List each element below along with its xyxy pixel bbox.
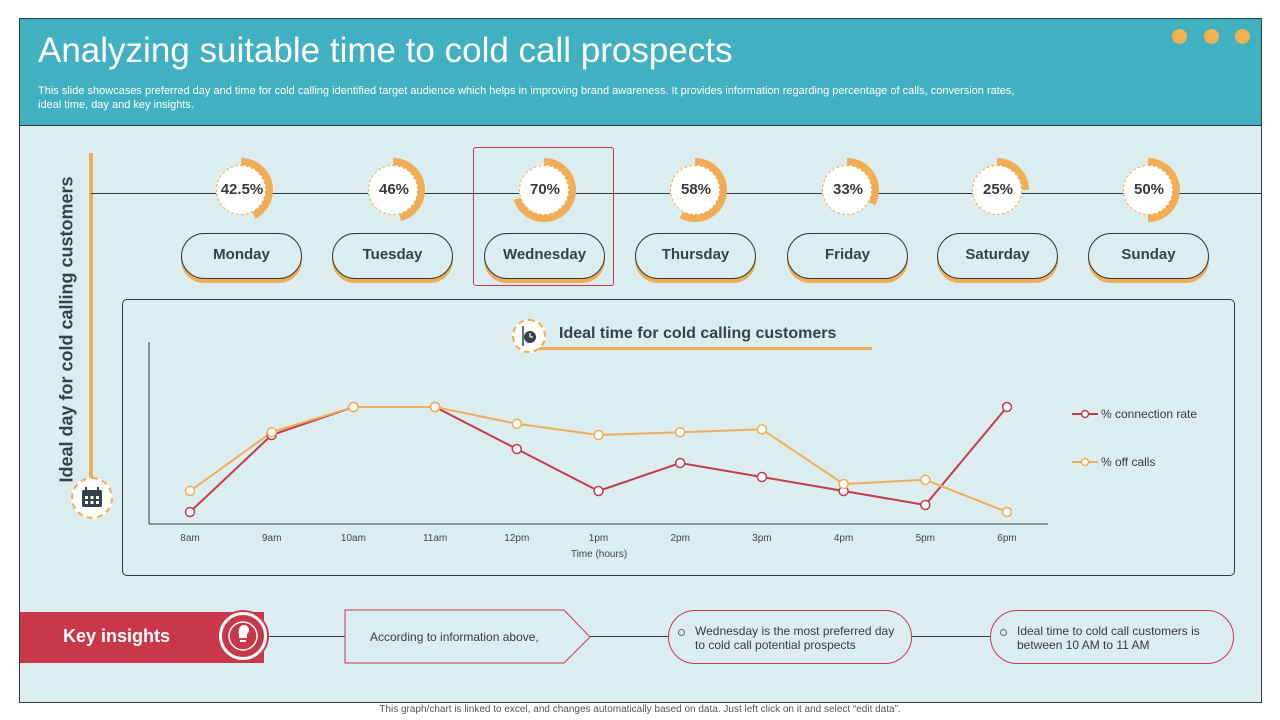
header: Analyzing suitable time to cold call pro…: [20, 19, 1261, 126]
x-axis-label: Time (hours): [571, 549, 627, 560]
insight-intro: According to information above,: [370, 630, 539, 644]
data-point: [674, 426, 686, 438]
day-percent: 58%: [680, 181, 712, 198]
day-percent: 25%: [982, 181, 1014, 198]
line-chart: 8am 9am 10am 11am 12pm 1pm 2pm 3pm 4pm 5pm 6pm % c…: [148, 342, 1197, 560]
chart-panel: [122, 299, 1235, 576]
data-point: [1001, 401, 1013, 413]
x-tick-label: 9am: [262, 533, 281, 544]
data-point: [920, 474, 931, 486]
day-percent: 42.5%: [220, 181, 264, 198]
day-pill-tuesday: Tuesday: [332, 233, 453, 279]
day-percent: 70%: [529, 181, 561, 198]
bullet-icon: [1000, 629, 1007, 636]
insight-arrow-box: [344, 609, 591, 664]
x-tick-label: 4pm: [834, 533, 853, 544]
header-dot: [1204, 29, 1219, 44]
day-pill-thursday: Thursday: [635, 233, 756, 279]
day-pill-monday: Monday: [181, 233, 302, 279]
chart-title-underline: [539, 347, 872, 350]
slide: Analyzing suitable time to cold call pro…: [19, 18, 1262, 703]
day-ring-tuesday: 46%: [361, 158, 425, 222]
data-point: [674, 457, 686, 469]
data-point: [593, 485, 604, 497]
day-pill-friday: Friday: [787, 233, 908, 279]
insight-card: Ideal time to cold call customers is bet…: [990, 610, 1234, 664]
data-point: [756, 471, 768, 483]
x-tick-label: 2pm: [670, 533, 689, 544]
data-point: [429, 401, 441, 413]
calendar-icon: [71, 477, 113, 519]
day-ring-saturday: 25%: [965, 158, 1029, 222]
data-point: [184, 485, 196, 497]
x-tick-label: 12pm: [504, 533, 529, 544]
legend-marker: [1080, 457, 1090, 467]
data-point: [511, 443, 523, 455]
legend-marker: [1080, 409, 1090, 419]
data-point: [920, 499, 931, 511]
lightbulb-icon: [219, 612, 267, 660]
insight-text: Wednesday is the most preferred day to c…: [695, 624, 895, 652]
data-point: [348, 401, 359, 413]
side-accent-bar: [89, 153, 93, 479]
page-subtitle: This slide showcases preferred day and t…: [38, 85, 1015, 111]
day-percent: 33%: [832, 181, 864, 198]
day-pill-saturday: Saturday: [937, 233, 1058, 279]
data-point: [838, 478, 849, 490]
insight-text: Ideal time to cold call customers is bet…: [1017, 624, 1200, 652]
x-tick-label: 5pm: [916, 533, 935, 544]
x-tick-label: 11am: [423, 533, 447, 544]
insight-card: Wednesday is the most preferred day to c…: [668, 610, 912, 664]
header-dot: [1172, 29, 1187, 44]
data-point: [1001, 506, 1013, 518]
data-point: [756, 424, 768, 435]
footer-note: This graph/chart is linked to excel, and…: [379, 704, 901, 715]
day-pill-wednesday: Wednesday: [484, 233, 605, 279]
preferred-day-highlight: [473, 147, 614, 286]
header-dot: [1235, 29, 1250, 44]
x-tick-label: 6pm: [997, 533, 1016, 544]
day-pill-sunday: Sunday: [1088, 233, 1209, 279]
bullet-icon: [678, 629, 685, 636]
x-tick-label: 3pm: [752, 533, 771, 544]
x-tick-label: 8am: [180, 533, 199, 544]
data-point: [593, 429, 604, 441]
day-ring-sunday: 50%: [1116, 158, 1180, 222]
legend-label: % off calls: [1101, 455, 1155, 469]
day-ring-monday: 42.5%: [209, 158, 273, 222]
data-point: [266, 426, 277, 438]
day-percent: 50%: [1133, 181, 1165, 198]
data-point: [511, 418, 523, 430]
key-insights-label: Key insights: [63, 626, 171, 646]
day-percent: 46%: [378, 181, 410, 198]
page-title: Analyzing suitable time to cold call pro…: [38, 31, 733, 70]
x-tick-label: 10am: [341, 533, 366, 544]
day-ring-thursday: 58%: [663, 158, 727, 222]
day-ring-friday: 33%: [815, 158, 879, 222]
x-tick-label: 1pm: [589, 533, 608, 544]
data-point: [184, 506, 196, 518]
day-ring-wednesday: 70%: [512, 158, 576, 222]
legend-label: % connection rate: [1101, 407, 1197, 421]
chart-title: Ideal time for cold calling customers: [559, 325, 837, 342]
